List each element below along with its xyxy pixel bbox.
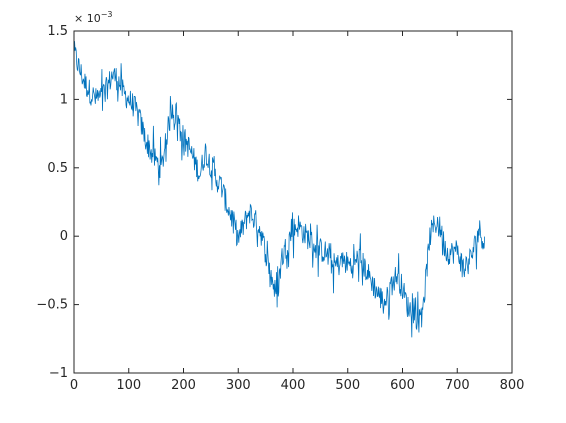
x-tick-label: 300 — [226, 378, 251, 393]
x-axis: 0 100 200 300 400 500 600 700 800 — [70, 31, 525, 393]
x-tick-label: 700 — [445, 378, 470, 393]
x-tick-label: 600 — [390, 378, 415, 393]
y-tick-label: 0 — [60, 229, 68, 244]
x-tick-label: 800 — [500, 378, 525, 393]
x-tick-label: 500 — [335, 378, 360, 393]
y-tick-label: 1.5 — [47, 24, 68, 39]
x-tick-label: 200 — [171, 378, 196, 393]
plot-area-background — [74, 31, 512, 373]
series-layer — [73, 41, 486, 338]
y-tick-label: 0.5 — [47, 161, 68, 176]
x-tick-label: 0 — [70, 378, 78, 393]
y-tick-label: −1 — [49, 366, 68, 381]
y-exponent-power: −3 — [101, 10, 113, 19]
series-line — [73, 41, 486, 338]
y-axis: −1 −0.5 0 0.5 1 1.5 — [36, 24, 512, 381]
y-exponent-label: × 10−3 — [74, 10, 113, 25]
x-tick-label: 100 — [116, 378, 141, 393]
y-tick-label: 1 — [60, 92, 68, 107]
x-tick-label: 400 — [281, 378, 306, 393]
y-tick-label: −0.5 — [36, 298, 68, 313]
